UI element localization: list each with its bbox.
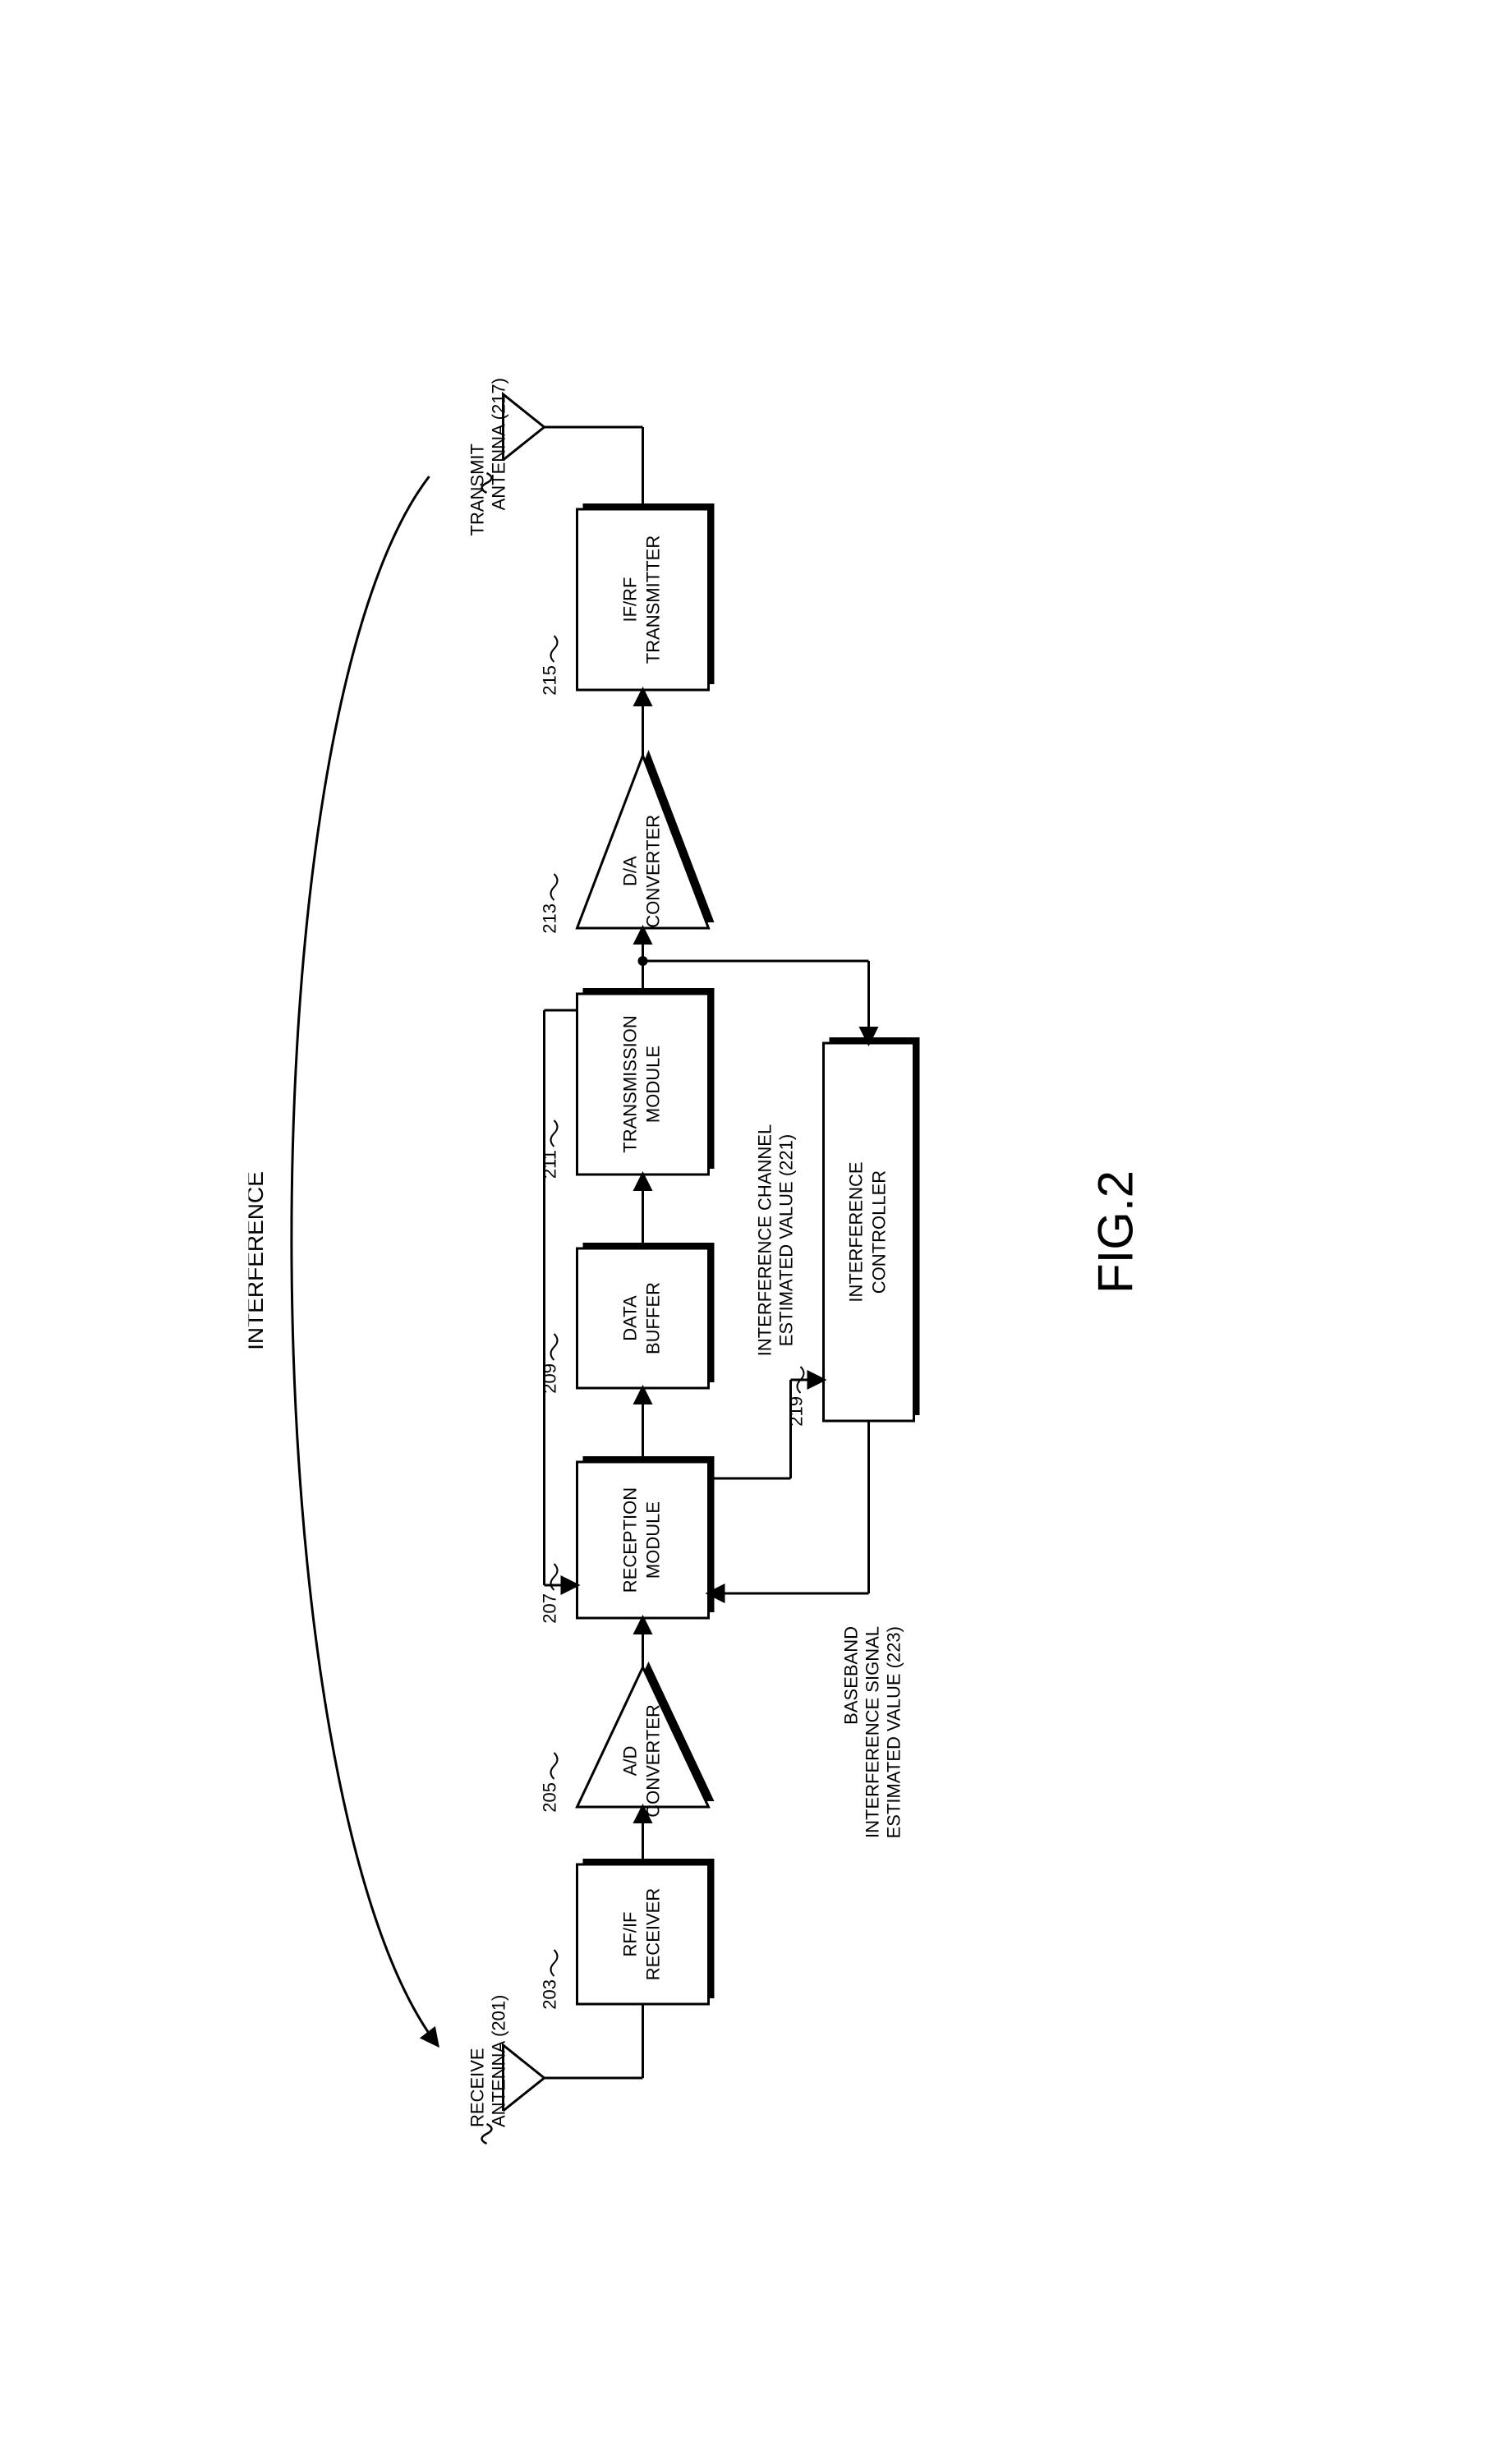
block-diagram: RF/IFRECEIVER203RECEPTIONMODULE207DATABU… [248,246,1238,2218]
svg-text:CONTROLLER: CONTROLLER [868,1170,889,1294]
svg-text:INTERFERENCE CHANNEL: INTERFERENCE CHANNEL [754,1124,775,1356]
svg-text:ESTIMATED VALUE (221): ESTIMATED VALUE (221) [775,1134,796,1346]
svg-text:INTERFERENCE: INTERFERENCE [845,1161,866,1302]
svg-text:RF/IF: RF/IF [619,1912,640,1957]
svg-text:213: 213 [539,903,559,934]
svg-text:TRANSMIT: TRANSMIT [467,444,487,536]
svg-text:211: 211 [539,1150,559,1179]
svg-text:TRANSMISSION: TRANSMISSION [619,1015,640,1152]
svg-text:BASEBAND: BASEBAND [840,1626,861,1725]
svg-text:MODULE: MODULE [642,1501,663,1579]
svg-text:D/A: D/A [619,856,640,886]
svg-text:CONVERTER: CONVERTER [642,815,663,928]
svg-text:203: 203 [539,1979,559,2010]
svg-text:RECEIVER: RECEIVER [642,1888,663,1980]
svg-text:A/D: A/D [619,1746,640,1777]
svg-text:FIG.2: FIG.2 [1088,1170,1143,1294]
svg-text:DATA: DATA [619,1295,640,1341]
svg-text:MODULE: MODULE [642,1046,663,1123]
svg-text:RECEIVE: RECEIVE [467,2048,487,2127]
svg-text:219: 219 [785,1396,806,1427]
svg-text:ANTENNA (217): ANTENNA (217) [488,378,508,510]
svg-text:BUFFER: BUFFER [642,1282,663,1354]
svg-text:ESTIMATED VALUE (223): ESTIMATED VALUE (223) [883,1626,904,1838]
svg-text:ANTENNA (201): ANTENNA (201) [488,1995,508,2127]
svg-text:215: 215 [539,665,559,696]
svg-text:207: 207 [539,1593,559,1624]
svg-text:205: 205 [539,1782,559,1813]
svg-text:INTERFERENCE: INTERFERENCE [248,1171,267,1350]
svg-text:CONVERTER: CONVERTER [642,1704,663,1818]
svg-text:TRANSMITTER: TRANSMITTER [642,536,663,664]
svg-text:INTERFERENCE SIGNAL: INTERFERENCE SIGNAL [862,1626,882,1838]
svg-text:209: 209 [539,1363,559,1394]
svg-text:RECEPTION: RECEPTION [619,1487,640,1593]
svg-text:IF/RF: IF/RF [619,577,640,623]
